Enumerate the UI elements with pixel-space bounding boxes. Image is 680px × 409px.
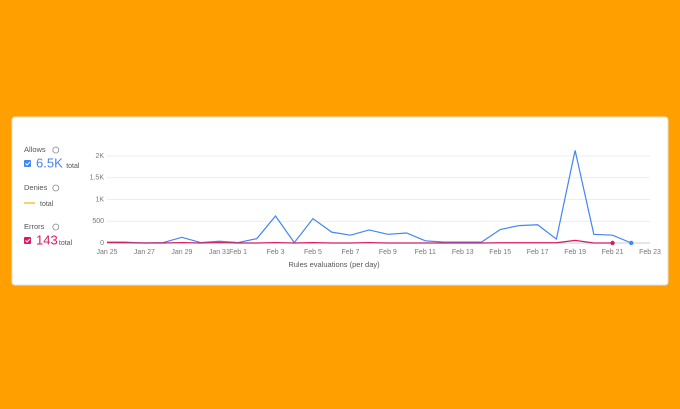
x-axis-title: Rules evaluations (per day) [288,260,380,269]
y-tick-label: 1K [95,196,104,203]
end-dot [610,240,615,246]
x-tick-label: Jan 29 [171,249,192,256]
series-line [106,239,613,244]
end-dot [629,240,634,246]
y-tick-label: 0 [100,240,104,247]
x-tick-label: Feb 13 [452,249,474,256]
legend-total: 6.5K [36,155,63,170]
x-tick-label: Feb 9 [379,249,397,256]
legend-checkbox[interactable] [24,160,31,167]
x-tick-label: Feb 3 [267,249,285,256]
x-tick-label: Jan 25 [96,249,117,256]
legend-total-word: total [66,163,80,170]
series-line [107,150,632,244]
check-mark [25,161,31,166]
legend-name: Allows [24,145,46,154]
help-icon[interactable] [52,184,60,192]
x-tick-label: Jan 31 [209,249,230,256]
x-tick-label: Feb 21 [602,249,624,256]
x-tick-label: Feb 5 [304,249,322,256]
y-tick-label: 500 [92,218,104,225]
legend-name: Errors [24,222,45,231]
legend-total-word: total [59,240,73,247]
x-tick-label: Jan 27 [134,249,155,256]
legend-total-word: total [40,201,54,208]
x-tick-label: Feb 7 [341,249,359,256]
x-tick-label: Feb 11 [415,249,436,256]
x-tick-label: Feb 23 [639,249,661,256]
legend-checkbox[interactable] [24,237,31,244]
y-tick-label: 1.5K [90,175,105,182]
legend-name: Denies [24,183,48,192]
legend-total: 143 [36,232,58,247]
x-tick-label: Feb 19 [564,249,586,256]
x-tick-label: Feb 1 [229,249,247,256]
x-tick-label: Feb 15 [489,249,511,256]
y-tick-label: 2K [95,153,104,160]
help-icon[interactable] [52,223,60,231]
check-mark [25,238,31,243]
x-tick-label: Feb 17 [527,249,549,256]
help-icon[interactable] [52,146,60,154]
